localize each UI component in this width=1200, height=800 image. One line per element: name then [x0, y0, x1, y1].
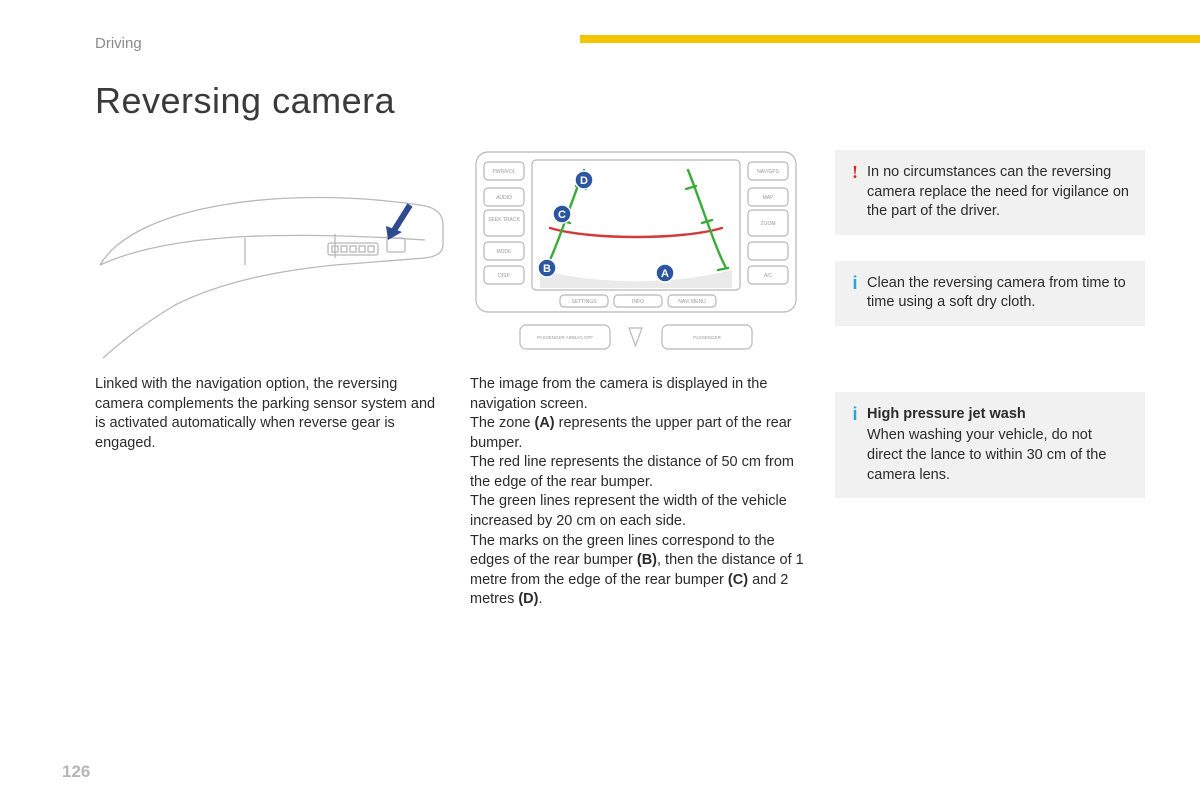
callout-wash-content: High pressure jet wash When washing your… — [867, 405, 1131, 485]
col2-redline: The red line represents the distance of … — [470, 453, 810, 492]
svg-text:PASSENGER AIRBAG OFF: PASSENGER AIRBAG OFF — [537, 335, 593, 340]
column1-text: Linked with the navigation option, the r… — [95, 375, 445, 453]
nav-screen-figure: PWR/VOL AUDIO SEEK TRACK MODE DISP NAV/G… — [470, 150, 810, 365]
arrow-icon — [386, 205, 410, 240]
svg-text:AUDIO: AUDIO — [496, 195, 512, 201]
col2-marks: The marks on the green lines correspond … — [470, 532, 810, 610]
dashboard-svg — [95, 150, 445, 365]
svg-text:C: C — [558, 209, 566, 221]
info-icon: i — [843, 274, 867, 313]
svg-text:NAVI MENU: NAVI MENU — [678, 299, 706, 305]
svg-text:PASSENGER: PASSENGER — [693, 335, 721, 340]
callout-clean-text: Clean the reversing camera from time to … — [867, 274, 1131, 313]
spacer — [835, 352, 1145, 392]
dashboard-figure — [95, 150, 445, 365]
svg-text:SETTINGS: SETTINGS — [571, 299, 597, 305]
callout-info-clean: i Clean the reversing camera from time t… — [835, 261, 1145, 326]
content-columns: Linked with the navigation option, the r… — [95, 150, 1140, 610]
callout-info-wash: i High pressure jet wash When washing yo… — [835, 392, 1145, 498]
info-icon: i — [843, 405, 867, 485]
svg-text:NAV/GPS: NAV/GPS — [757, 169, 780, 175]
svg-text:D: D — [580, 175, 588, 187]
col2-zoneA: The zone (A) represents the upper part o… — [470, 414, 810, 453]
col1-paragraph: Linked with the navigation option, the r… — [95, 375, 445, 453]
svg-text:B: B — [543, 263, 551, 275]
header-accent-band — [580, 35, 1200, 43]
callout-warning: ! In no circumstances can the reversing … — [835, 150, 1145, 235]
exclamation-icon: ! — [843, 163, 867, 222]
nav-screen-svg: PWR/VOL AUDIO SEEK TRACK MODE DISP NAV/G… — [470, 150, 810, 365]
manual-page: Driving Reversing camera — [0, 0, 1200, 800]
svg-text:DISP: DISP — [498, 273, 510, 279]
svg-text:MAP: MAP — [763, 195, 775, 201]
callout-wash-title: High pressure jet wash — [867, 405, 1131, 425]
page-number: 126 — [62, 762, 90, 782]
column-1: Linked with the navigation option, the r… — [95, 150, 445, 453]
callout-wash-text: When washing your vehicle, do not direct… — [867, 427, 1106, 482]
svg-text:ZOOM: ZOOM — [761, 221, 776, 227]
callout-warning-text: In no circumstances can the reversing ca… — [867, 163, 1131, 222]
svg-text:PWR/VOL: PWR/VOL — [492, 169, 515, 175]
svg-text:A: A — [661, 268, 669, 280]
column-2: PWR/VOL AUDIO SEEK TRACK MODE DISP NAV/G… — [470, 150, 810, 610]
col2-intro: The image from the camera is displayed i… — [470, 375, 810, 414]
column-3: ! In no circumstances can the reversing … — [835, 150, 1145, 524]
column2-text: The image from the camera is displayed i… — [470, 375, 810, 610]
col2-greenlines: The green lines represent the width of t… — [470, 492, 810, 531]
svg-text:A/C: A/C — [764, 273, 773, 279]
page-title: Reversing camera — [95, 80, 1140, 122]
svg-text:MODE: MODE — [497, 249, 513, 255]
svg-text:SEEK TRACK: SEEK TRACK — [488, 217, 520, 223]
svg-text:INFO: INFO — [632, 299, 644, 305]
